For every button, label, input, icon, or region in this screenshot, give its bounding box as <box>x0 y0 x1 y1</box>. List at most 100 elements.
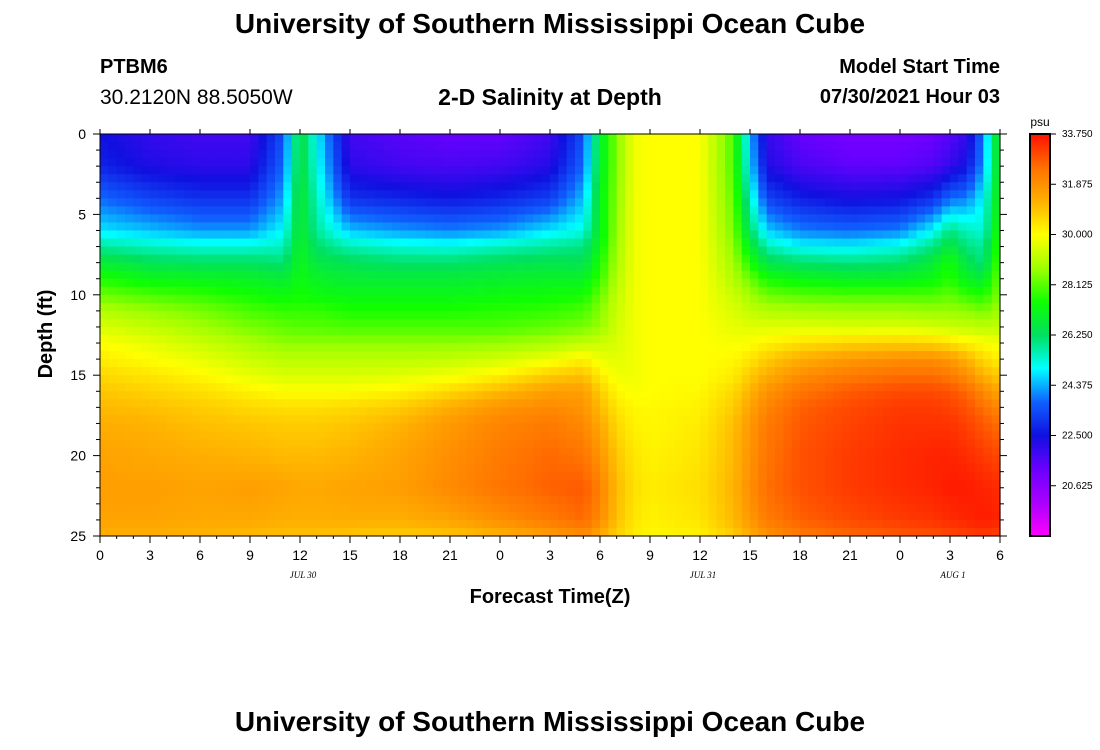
heatmap-cell <box>808 238 818 248</box>
heatmap-cell <box>341 326 351 336</box>
heatmap-cell <box>766 206 776 215</box>
heatmap-cell <box>241 262 251 272</box>
heatmap-cell <box>425 182 434 191</box>
heatmap-cell <box>241 206 251 215</box>
heatmap-cell <box>433 431 443 441</box>
heatmap-cell <box>408 343 418 352</box>
heatmap-cell <box>991 439 1001 449</box>
heatmap-cell <box>675 302 684 312</box>
heatmap-cell <box>941 495 951 505</box>
heatmap-cell <box>616 294 626 304</box>
heatmap-cell <box>283 503 293 513</box>
heatmap-cell <box>841 375 851 384</box>
heatmap-cell <box>383 222 393 232</box>
heatmap-cell <box>933 174 943 183</box>
heatmap-cell <box>475 471 484 481</box>
heatmap-cell <box>800 150 809 159</box>
heatmap-cell <box>275 190 284 199</box>
heatmap-cell <box>616 150 626 159</box>
heatmap-cell <box>141 318 151 328</box>
heatmap-cell <box>858 431 868 441</box>
heatmap-cell <box>200 134 209 143</box>
heatmap-cell <box>550 134 559 143</box>
heatmap-cell <box>891 182 901 191</box>
heatmap-cell <box>858 142 868 151</box>
heatmap-cell <box>275 495 284 505</box>
heatmap-cell <box>633 238 643 248</box>
heatmap-cell <box>700 487 709 497</box>
heatmap-cell <box>650 230 659 240</box>
heatmap-cell <box>641 182 651 191</box>
heatmap-cell <box>191 479 201 489</box>
heatmap-cell <box>191 447 201 457</box>
heatmap-cell <box>575 359 584 368</box>
heatmap-cell <box>325 383 334 392</box>
heatmap-cell <box>750 254 759 264</box>
heatmap-cell <box>375 286 384 296</box>
heatmap-cell <box>600 439 609 449</box>
heatmap-cell <box>358 206 368 215</box>
heatmap-cell <box>666 278 676 288</box>
heatmap-cell <box>366 262 376 272</box>
heatmap-cell <box>725 383 734 392</box>
heatmap-cell <box>183 447 193 457</box>
heatmap-cell <box>708 254 718 264</box>
heatmap-cell <box>916 335 926 344</box>
heatmap-cell <box>316 318 326 328</box>
heatmap-cell <box>175 246 184 256</box>
heatmap-cell <box>700 463 709 473</box>
heatmap-cell <box>950 198 959 207</box>
heatmap-cell <box>883 158 893 167</box>
heatmap-cell <box>541 431 551 441</box>
heatmap-cell <box>783 431 793 441</box>
heatmap-cell <box>525 479 534 489</box>
heatmap-cell <box>958 166 968 175</box>
heatmap-cell <box>133 134 143 143</box>
heatmap-cell <box>525 367 534 376</box>
heatmap-cell <box>183 375 193 384</box>
heatmap-cell <box>300 415 309 425</box>
heatmap-cell <box>258 447 268 457</box>
heatmap-cell <box>841 190 851 199</box>
heatmap-cell <box>533 455 543 465</box>
heatmap-cell <box>275 487 284 497</box>
heatmap-cell <box>891 471 901 481</box>
heatmap-cell <box>658 399 668 408</box>
heatmap-cell <box>741 246 751 256</box>
heatmap-cell <box>458 318 468 328</box>
heatmap-cell <box>575 150 584 159</box>
heatmap-cell <box>133 142 143 151</box>
heatmap-cell <box>908 318 918 328</box>
heatmap-cell <box>775 367 784 376</box>
institution-title: University of Southern Mississippi Ocean… <box>234 8 866 39</box>
heatmap-cell <box>291 262 301 272</box>
heatmap-cell <box>375 310 384 320</box>
heatmap-cell <box>216 326 226 336</box>
heatmap-cell <box>433 302 443 312</box>
heatmap-cell <box>350 367 359 376</box>
heatmap-cell <box>208 310 218 320</box>
heatmap-cell <box>600 423 609 433</box>
heatmap-cell <box>758 158 768 167</box>
heatmap-cell <box>750 214 759 224</box>
heatmap-cell <box>625 479 634 489</box>
heatmap-cell <box>975 439 984 449</box>
heatmap-cell <box>708 343 718 352</box>
heatmap-cell <box>716 351 726 360</box>
heatmap-cell <box>241 246 251 256</box>
heatmap-cell <box>408 206 418 215</box>
heatmap-cell <box>600 166 609 175</box>
heatmap-cell <box>833 439 843 449</box>
heatmap-cell <box>900 463 909 473</box>
heatmap-cell <box>775 182 784 191</box>
heatmap-cell <box>250 375 259 384</box>
heatmap-cell <box>350 415 359 425</box>
heatmap-cell <box>541 278 551 288</box>
heatmap-cell <box>750 479 759 489</box>
heatmap-cell <box>266 294 276 304</box>
heatmap-cell <box>766 415 776 425</box>
heatmap-cell <box>766 254 776 264</box>
heatmap-cell <box>641 399 651 408</box>
heatmap-cell <box>741 174 751 183</box>
heatmap-cell <box>433 455 443 465</box>
